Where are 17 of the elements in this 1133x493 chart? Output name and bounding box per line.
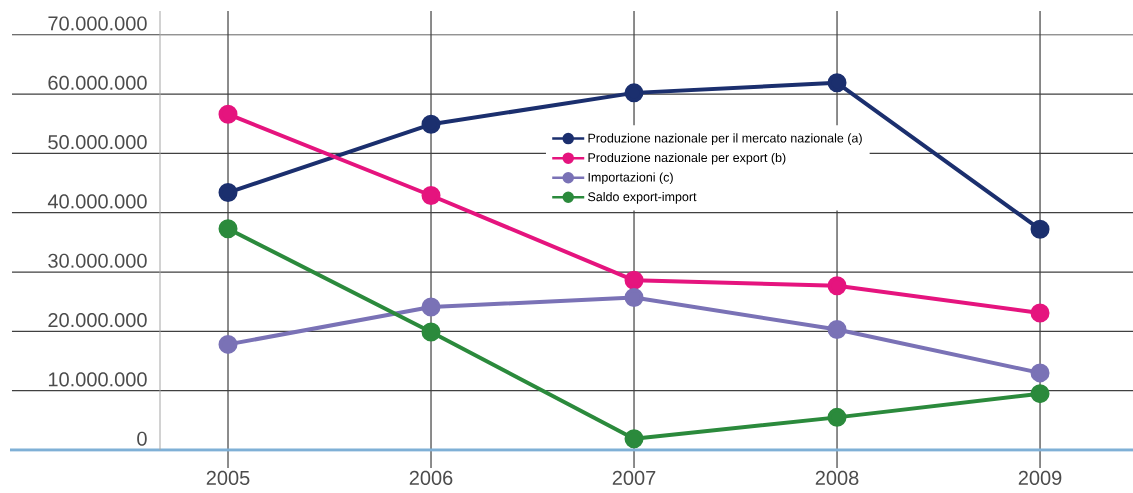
x-tick-label: 2008: [815, 470, 859, 485]
legend-label: Saldo export-import: [588, 192, 697, 204]
legend-label: Importazioni (c): [588, 172, 673, 185]
x-tick-label: 2005: [206, 470, 250, 485]
y-tick-label: 20.000.000: [48, 313, 147, 328]
y-tick-label: 0: [137, 431, 147, 446]
y-tick-label: 70.000.000: [48, 16, 147, 31]
legend-label: Produzione nazionale per il mercato nazionale (a): [588, 133, 862, 145]
y-tick-label: 10.000.000: [48, 372, 147, 387]
x-tick-label: 2007: [612, 470, 656, 485]
y-tick-label: 40.000.000: [47, 194, 147, 209]
legend-label: Produzione nazionale per export (b): [588, 152, 786, 165]
x-tick-label: 2006: [409, 470, 453, 485]
y-tick-label: 60.000.000: [48, 75, 147, 90]
y-tick-label: 30.000.000: [48, 253, 147, 268]
x-tick-label: 2009: [1018, 470, 1062, 485]
y-tick-label: 50.000.000: [48, 135, 147, 150]
